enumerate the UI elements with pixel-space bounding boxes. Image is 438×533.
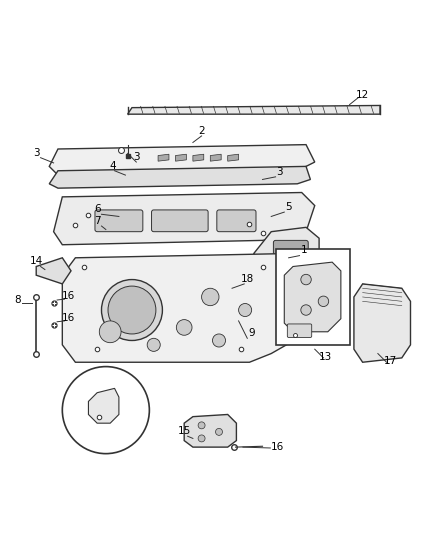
Text: 6: 6 [94,204,100,214]
Circle shape [177,320,192,335]
FancyBboxPatch shape [95,210,143,232]
Circle shape [62,367,149,454]
Circle shape [198,422,205,429]
Circle shape [201,288,219,305]
FancyBboxPatch shape [273,240,308,262]
Text: 16: 16 [62,291,75,301]
Text: 3: 3 [277,167,283,177]
FancyBboxPatch shape [152,210,208,232]
Polygon shape [36,258,71,284]
Circle shape [99,321,121,343]
Circle shape [102,279,162,341]
Polygon shape [53,192,315,245]
Text: 7: 7 [94,216,100,226]
Circle shape [318,296,328,306]
Text: 13: 13 [319,352,332,362]
Text: 18: 18 [240,274,254,284]
FancyBboxPatch shape [287,324,312,337]
Circle shape [212,334,226,347]
Text: 16: 16 [62,313,75,323]
Text: 14: 14 [30,256,43,266]
FancyBboxPatch shape [276,249,350,345]
Text: 2: 2 [198,126,205,136]
Polygon shape [254,228,319,266]
Polygon shape [158,154,169,161]
Text: 5: 5 [285,202,292,212]
Text: 8: 8 [14,295,21,305]
Text: 9: 9 [248,328,254,338]
Polygon shape [184,415,237,447]
Circle shape [108,286,156,334]
Text: 3: 3 [33,148,39,158]
Text: 12: 12 [356,90,369,100]
Text: 1: 1 [300,245,307,255]
Text: 15: 15 [177,426,191,436]
Polygon shape [354,284,410,362]
Text: 17: 17 [384,357,398,366]
Text: 16: 16 [271,442,284,452]
Polygon shape [127,106,380,114]
Polygon shape [49,166,311,188]
Polygon shape [284,262,341,332]
Polygon shape [176,154,186,161]
Circle shape [198,435,205,442]
Polygon shape [49,144,315,184]
Circle shape [215,429,223,435]
Text: 4: 4 [109,160,116,171]
Circle shape [239,303,252,317]
Text: 3: 3 [133,152,140,162]
Polygon shape [62,254,306,362]
Text: 10: 10 [82,384,95,394]
Polygon shape [193,154,204,161]
Circle shape [147,338,160,351]
Polygon shape [228,154,239,161]
Circle shape [301,274,311,285]
Polygon shape [210,154,221,161]
Text: 11: 11 [127,400,141,410]
Circle shape [301,305,311,315]
FancyBboxPatch shape [217,210,256,232]
Polygon shape [88,389,119,423]
